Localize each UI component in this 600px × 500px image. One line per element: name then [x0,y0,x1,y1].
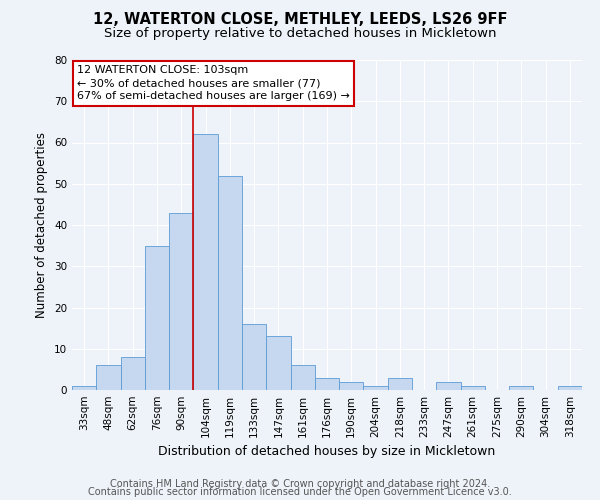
Text: Contains public sector information licensed under the Open Government Licence v3: Contains public sector information licen… [88,487,512,497]
Bar [72,386,96,390]
Text: Contains HM Land Registry data © Crown copyright and database right 2024.: Contains HM Land Registry data © Crown c… [110,479,490,489]
Bar [364,386,388,390]
Bar [218,176,242,390]
Text: 12, WATERTON CLOSE, METHLEY, LEEDS, LS26 9FF: 12, WATERTON CLOSE, METHLEY, LEEDS, LS26… [93,12,507,28]
Bar [509,386,533,390]
Bar [266,336,290,390]
Bar [121,357,145,390]
Bar [145,246,169,390]
Text: 12 WATERTON CLOSE: 103sqm
← 30% of detached houses are smaller (77)
67% of semi-: 12 WATERTON CLOSE: 103sqm ← 30% of detac… [77,65,350,102]
Bar [169,212,193,390]
Bar [290,365,315,390]
Bar [242,324,266,390]
X-axis label: Distribution of detached houses by size in Mickletown: Distribution of detached houses by size … [158,446,496,458]
Bar [96,365,121,390]
Bar [436,382,461,390]
Bar [558,386,582,390]
Bar [315,378,339,390]
Bar [339,382,364,390]
Bar [388,378,412,390]
Text: Size of property relative to detached houses in Mickletown: Size of property relative to detached ho… [104,28,496,40]
Bar [461,386,485,390]
Bar [193,134,218,390]
Y-axis label: Number of detached properties: Number of detached properties [35,132,49,318]
